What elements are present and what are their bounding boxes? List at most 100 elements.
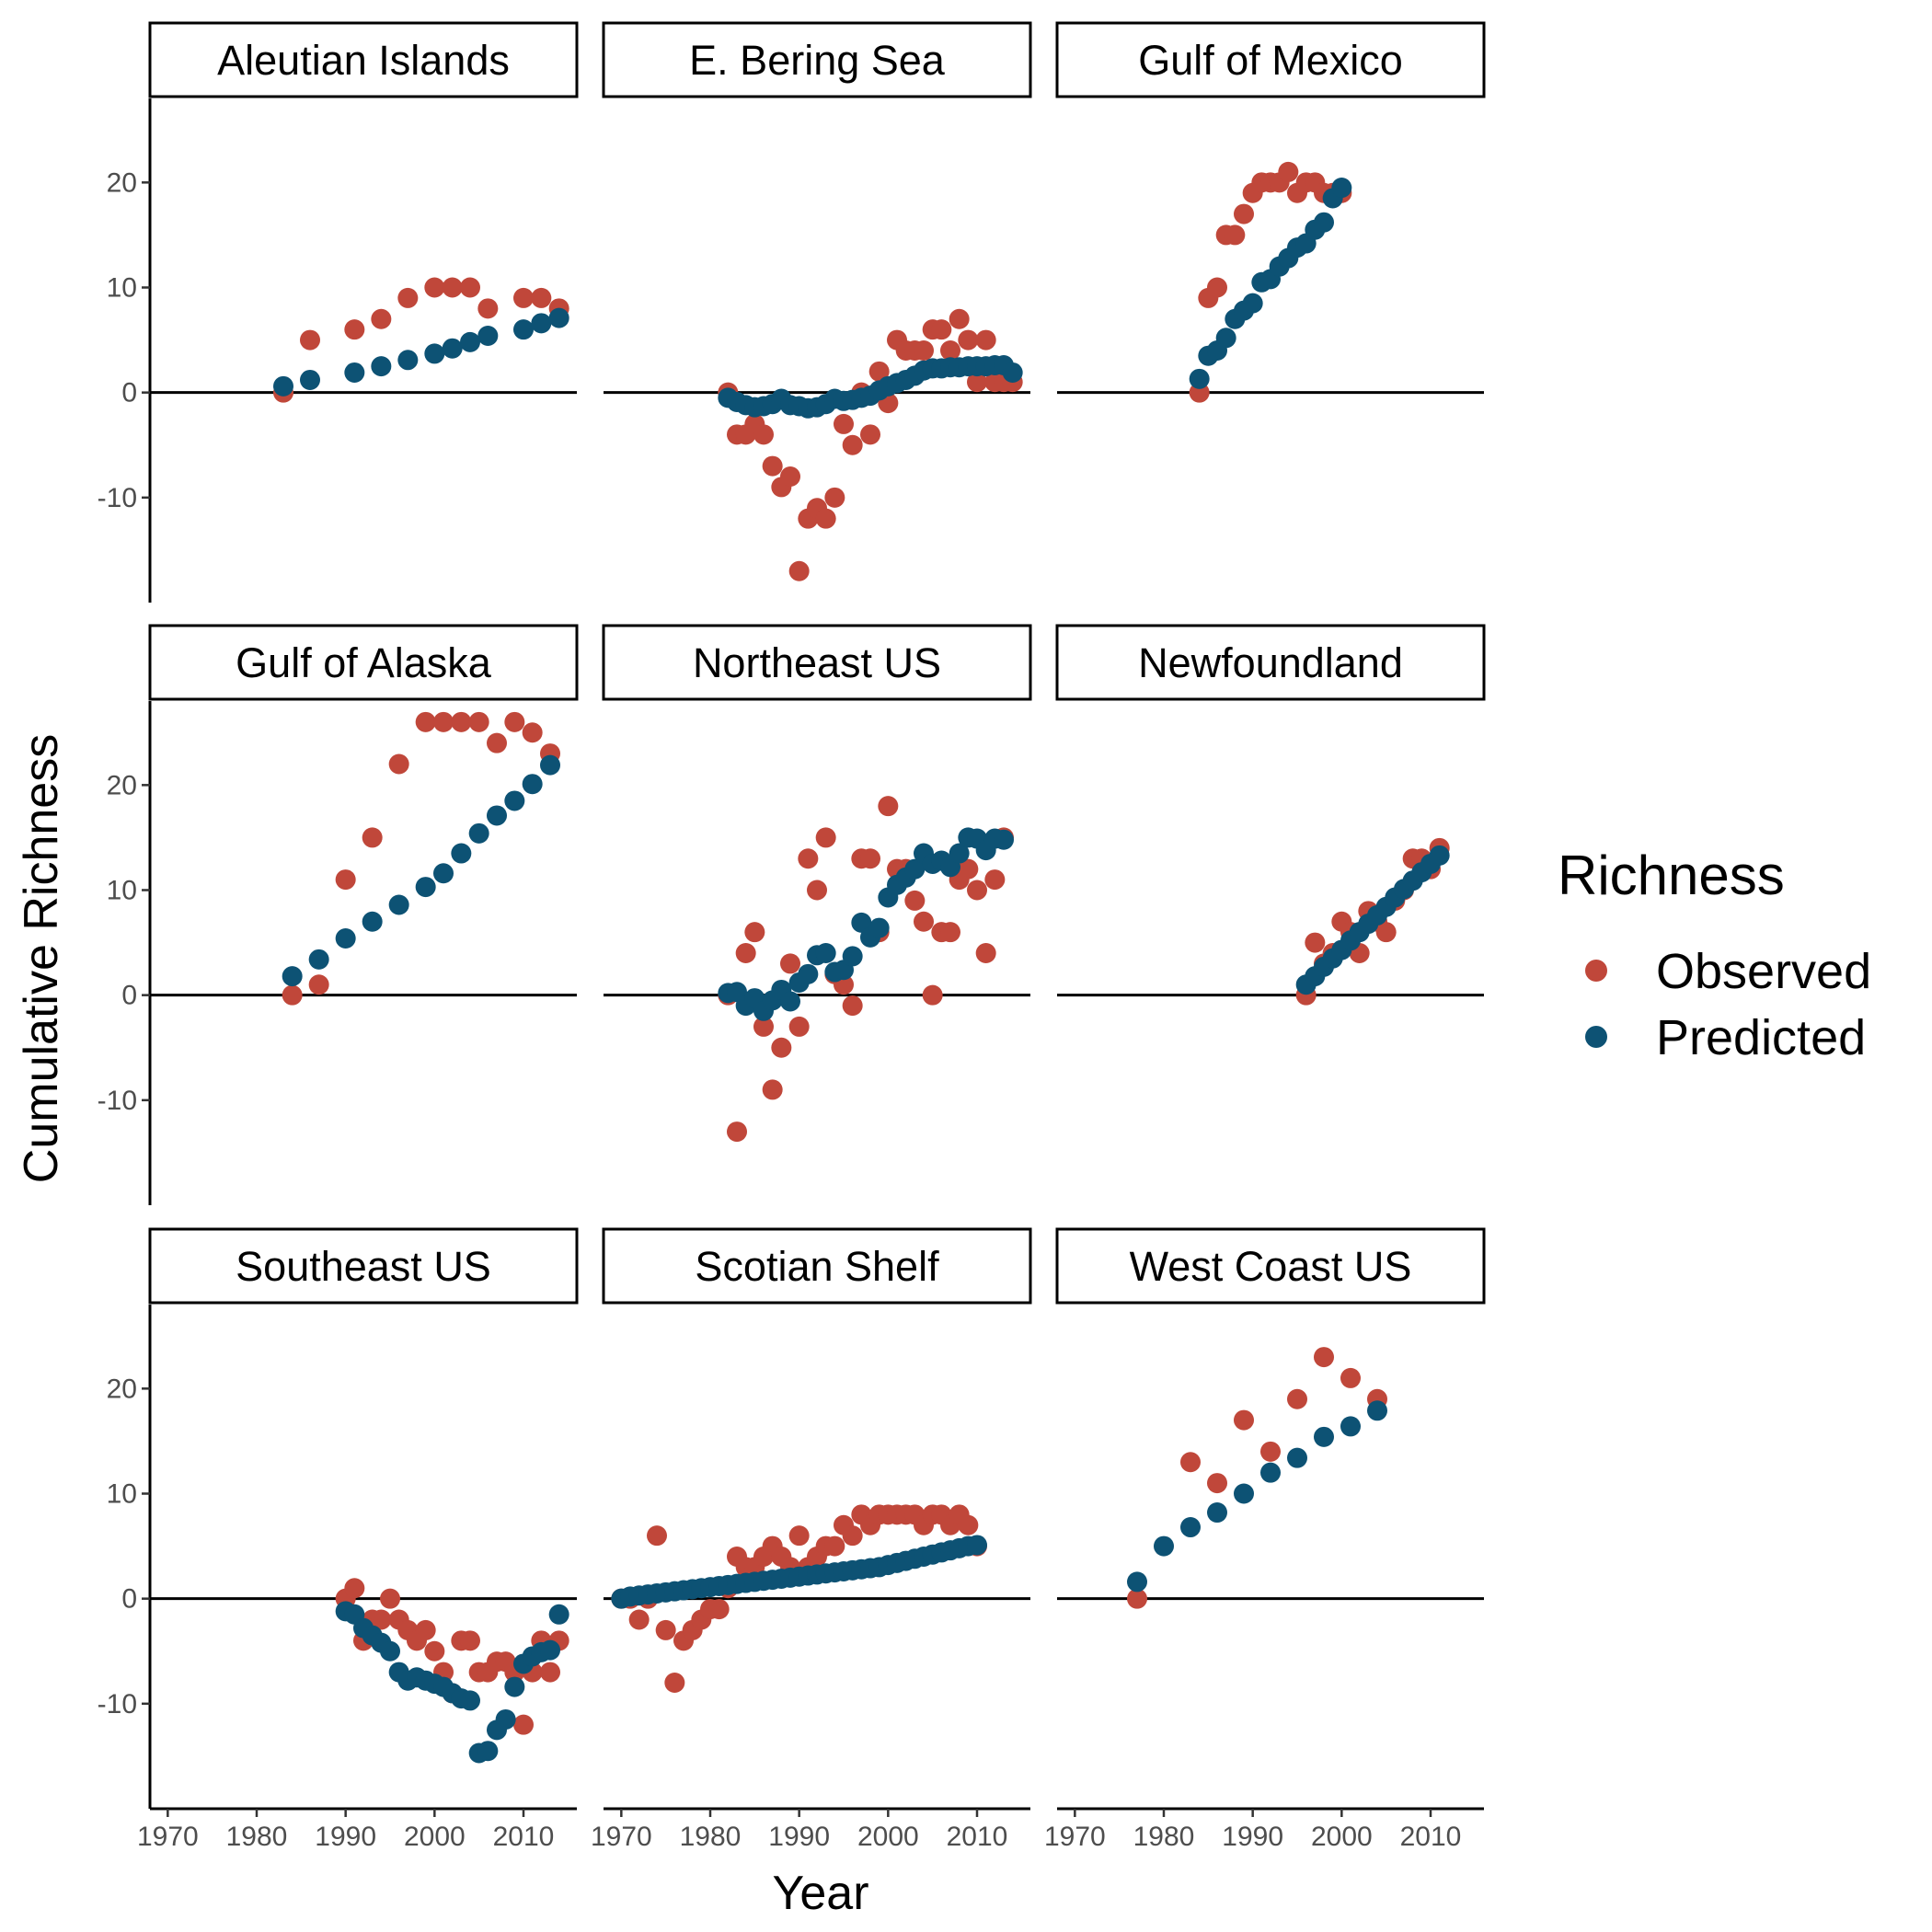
predicted-point xyxy=(904,858,926,880)
observed-point xyxy=(842,995,863,1017)
x-tick-label: 1980 xyxy=(680,1822,742,1852)
observed-point xyxy=(975,943,996,963)
observed-point xyxy=(415,1619,436,1640)
predicted-point xyxy=(344,362,365,383)
predicted-point xyxy=(1287,1447,1307,1468)
observed-point xyxy=(788,1016,810,1037)
observed-point xyxy=(780,953,800,974)
facet-southeast-us: Southeast US -10 0 10 20 1970 1980 1990 2000 2010 xyxy=(98,1227,579,1852)
observed-point xyxy=(1180,1452,1201,1473)
observed-point xyxy=(914,911,934,932)
predicted-point xyxy=(397,350,419,371)
predicted-point xyxy=(282,966,303,987)
observed-point xyxy=(460,277,480,298)
legend: Richness Observed Predicted xyxy=(1558,845,1871,1065)
predicted-point xyxy=(460,331,480,352)
facet-label-gulf-of-mexico: Gulf of Mexico xyxy=(1138,37,1403,84)
observed-point xyxy=(451,711,472,732)
predicted-point xyxy=(504,1676,525,1697)
observed-point xyxy=(727,1121,747,1143)
facet-strip-aleutian-islands xyxy=(148,21,579,98)
predicted-point xyxy=(1242,293,1263,314)
observed-point xyxy=(967,372,987,393)
observed-point xyxy=(824,487,845,508)
observed-point xyxy=(442,277,463,298)
observed-point xyxy=(904,890,926,911)
predicted-point xyxy=(487,805,507,826)
y-tick-label: 20 xyxy=(107,1374,137,1404)
y-tick-label: 10 xyxy=(107,876,137,906)
facet-panels: Aleutian Islands -10 0 10 20 E. Bering Sea Gul… xyxy=(98,21,1486,1852)
x-tick-label: 1970 xyxy=(591,1822,652,1852)
facet-northeast-us: Northeast US xyxy=(602,624,1032,1143)
predicted-point xyxy=(380,1640,400,1662)
observed-point xyxy=(975,329,996,351)
predicted-point xyxy=(994,829,1014,850)
observed-point xyxy=(1234,1409,1254,1431)
observed-point xyxy=(1314,1347,1334,1368)
observed-point xyxy=(487,732,507,753)
observed-point xyxy=(1305,932,1326,953)
predicted-point xyxy=(1234,1483,1254,1504)
facet-strip-southeast-us xyxy=(148,1227,579,1305)
facet-strip-gulf-of-mexico xyxy=(1055,21,1486,98)
predicted-point xyxy=(780,991,800,1012)
observed-point xyxy=(388,753,409,775)
facet-strip-e-bering-sea xyxy=(602,21,1032,98)
facet-newfoundland: Newfoundland xyxy=(1055,624,1486,1006)
observed-point xyxy=(753,424,774,445)
predicted-point xyxy=(851,912,872,933)
observed-point xyxy=(771,1037,792,1058)
x-tick-label: 2010 xyxy=(947,1822,1008,1852)
x-axis-title: Year xyxy=(772,1867,868,1920)
observed-point xyxy=(824,1535,845,1557)
x-tick-label: 1990 xyxy=(315,1822,376,1852)
predicted-point xyxy=(531,313,552,334)
predicted-point xyxy=(477,1741,499,1762)
observed-point xyxy=(424,1640,445,1662)
y-tick-label: -10 xyxy=(98,483,137,513)
observed-point xyxy=(1260,1441,1281,1462)
facet-strip-northeast-us xyxy=(602,624,1032,701)
observed-point xyxy=(504,711,525,732)
observed-point xyxy=(762,455,783,477)
x-tick-label: 1980 xyxy=(226,1822,288,1852)
predicted-point xyxy=(967,1535,987,1556)
observed-point xyxy=(868,361,890,382)
y-tick-label: -10 xyxy=(98,1086,137,1116)
observed-point xyxy=(860,424,880,445)
predicted-point xyxy=(362,911,383,932)
observed-point xyxy=(647,1525,667,1547)
facet-label-scotian-shelf: Scotian Shelf xyxy=(695,1243,939,1290)
x-tick-label: 2000 xyxy=(1311,1822,1373,1852)
observed-point xyxy=(984,869,1006,891)
predicted-point xyxy=(1314,1426,1334,1447)
observed-point xyxy=(664,1673,685,1693)
y-tick-label: 10 xyxy=(107,273,137,304)
observed-point xyxy=(834,413,854,434)
observed-point xyxy=(335,869,356,891)
observed-point xyxy=(762,1079,783,1100)
predicted-point xyxy=(1260,1462,1281,1483)
observed-point xyxy=(807,880,827,901)
facet-label-southeast-us: Southeast US xyxy=(236,1243,491,1290)
facet-west-coast-us: West Coast US 1970 1980 1990 2000 2010 xyxy=(1044,1227,1486,1852)
predicted-point xyxy=(433,863,454,884)
x-tick-label: 2000 xyxy=(404,1822,466,1852)
x-tick-label: 1970 xyxy=(1044,1822,1106,1852)
observed-point xyxy=(958,1514,979,1535)
observed-point xyxy=(958,858,979,880)
facet-e-bering-sea: E. Bering Sea xyxy=(602,21,1032,581)
predicted-point xyxy=(335,928,356,949)
observed-point xyxy=(1207,277,1227,298)
predicted-point xyxy=(798,963,819,984)
observed-point xyxy=(531,287,552,308)
x-tick-label: 1980 xyxy=(1133,1822,1195,1852)
predicted-point xyxy=(424,343,445,364)
x-tick-label: 2000 xyxy=(857,1822,919,1852)
observed-point xyxy=(477,298,499,319)
y-tick-label: 20 xyxy=(107,167,137,198)
observed-point xyxy=(815,508,836,529)
observed-point xyxy=(744,922,765,943)
predicted-point xyxy=(540,1639,560,1661)
